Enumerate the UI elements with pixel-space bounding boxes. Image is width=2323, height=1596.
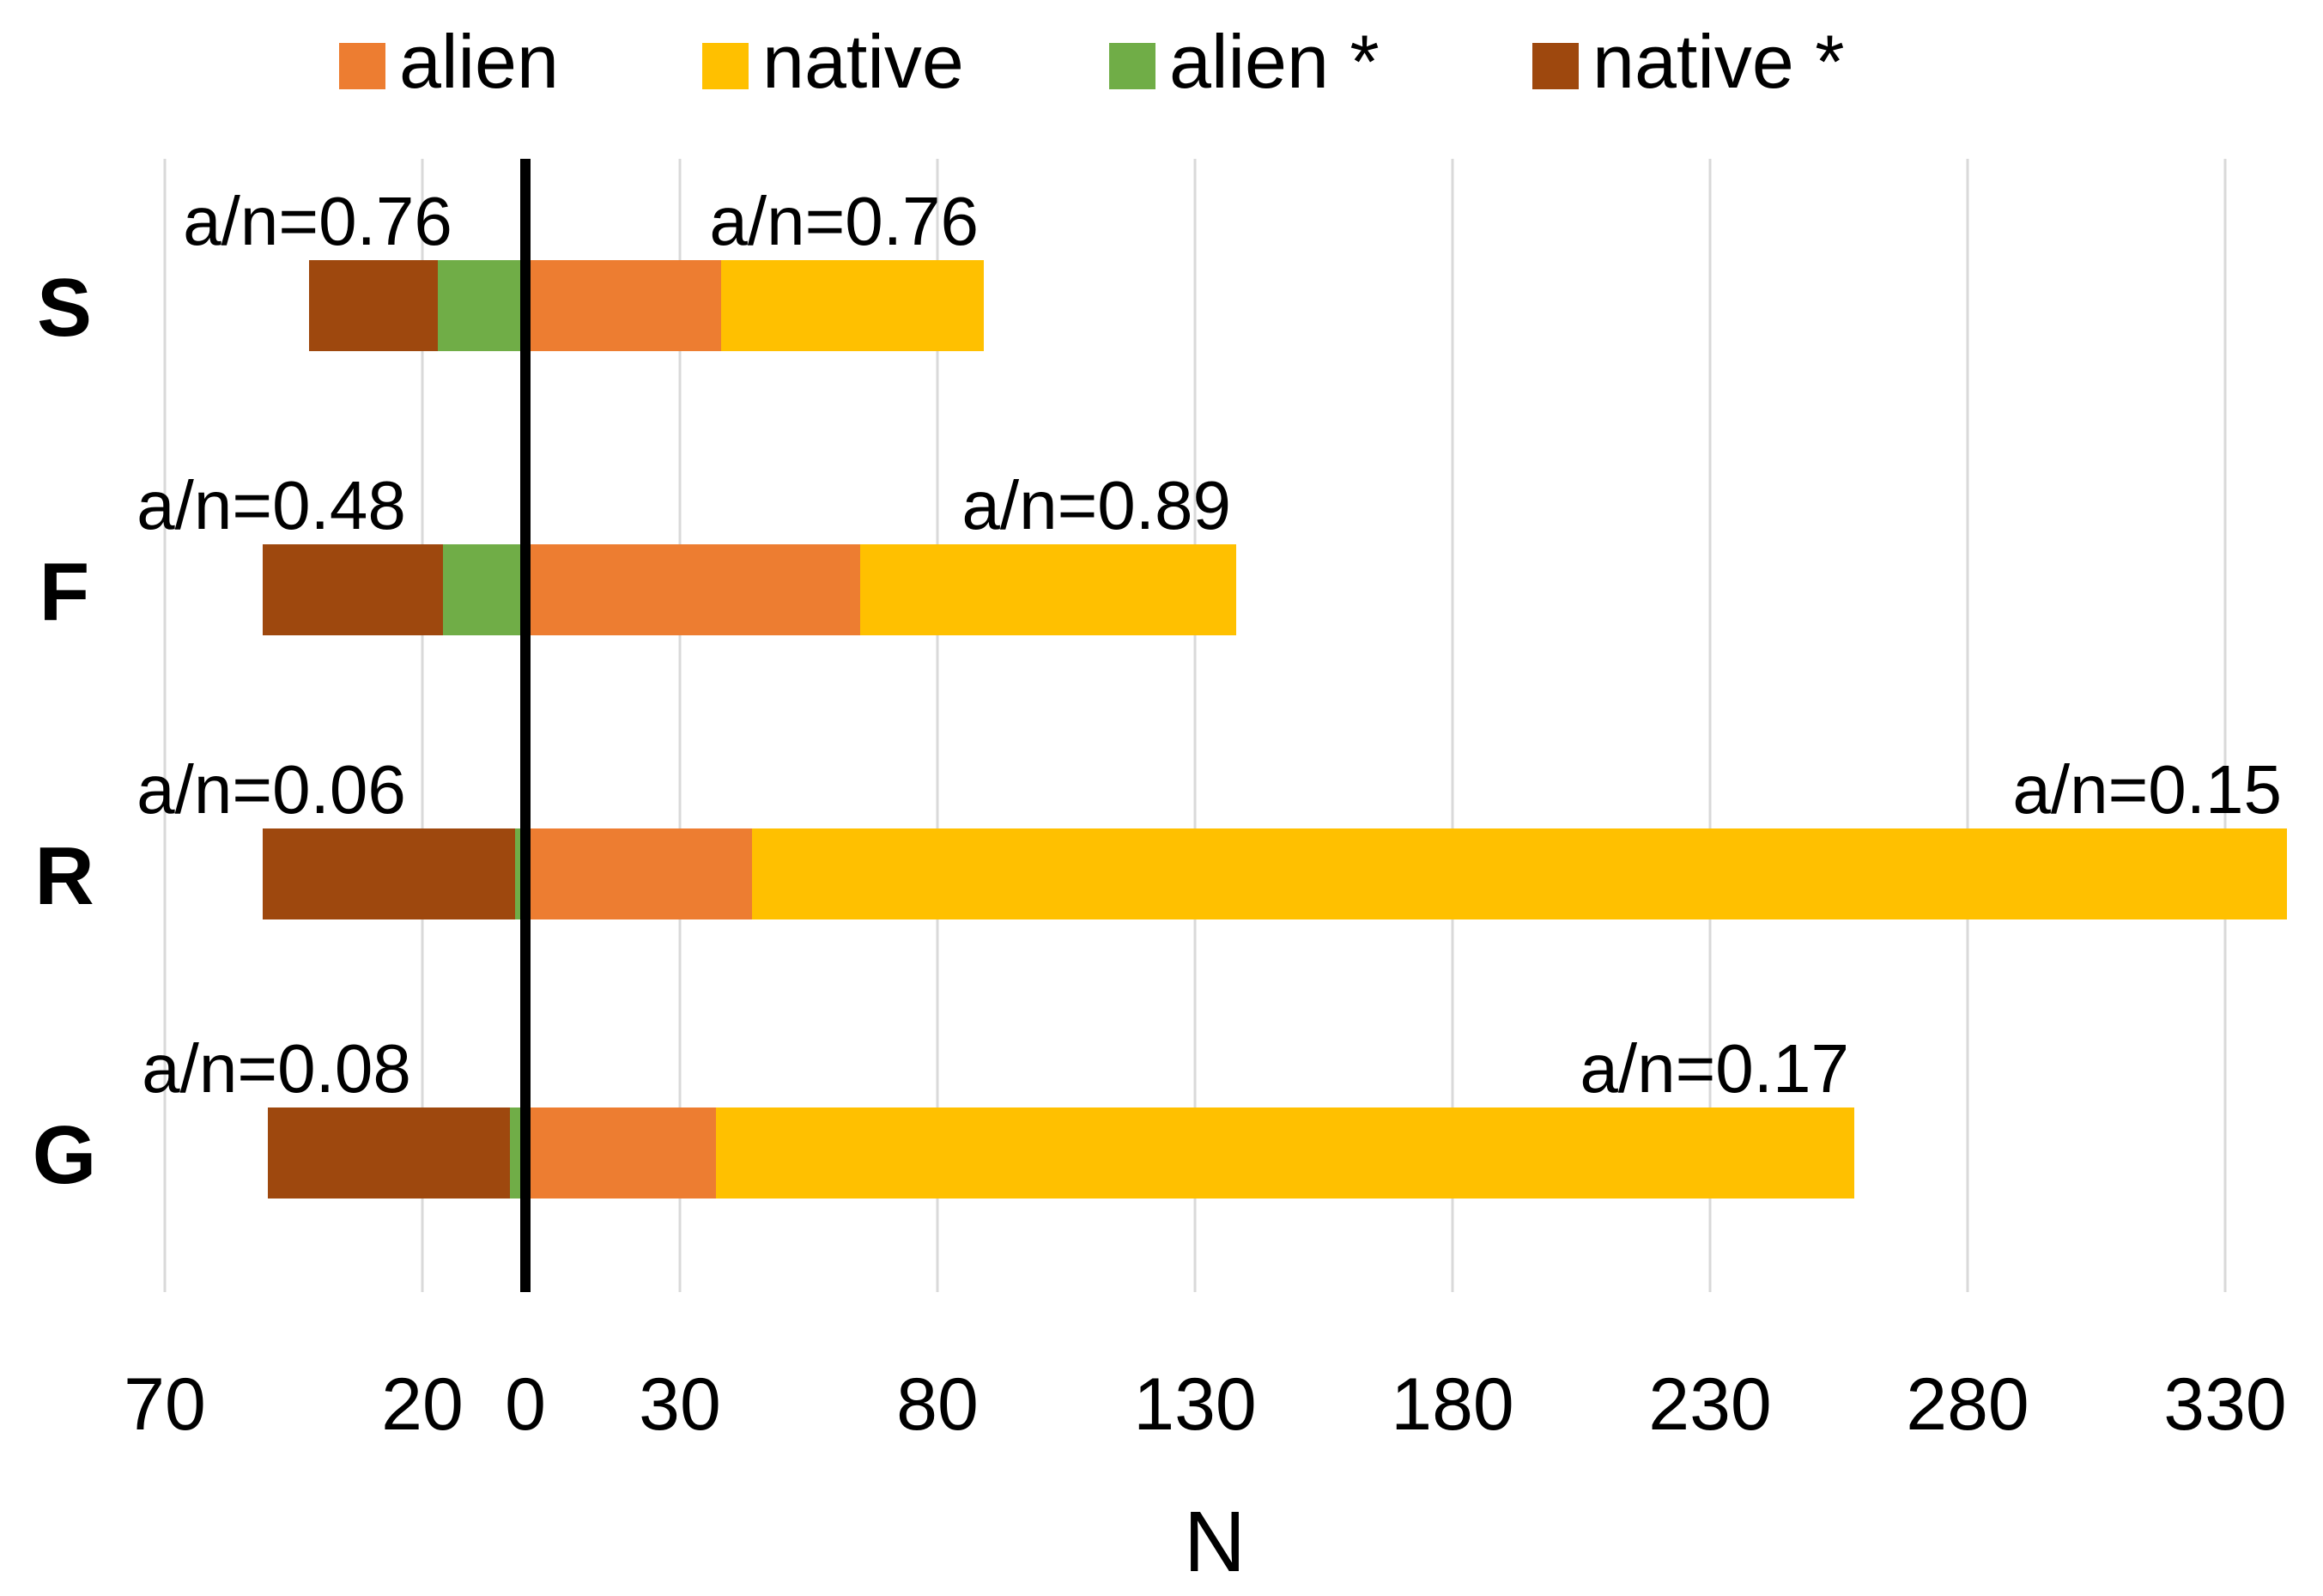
x-tick-label-280: 280	[1906, 1363, 2029, 1446]
bar-R-alien	[525, 828, 752, 919]
bar-F-native	[860, 544, 1236, 635]
x-tick-label-70: 70	[124, 1363, 206, 1446]
bar-S-native	[721, 260, 984, 351]
legend-swatch-alien	[339, 43, 385, 89]
legend-label-alien_star: alien *	[1169, 19, 1380, 104]
annotation-left-S: a/n=0.76	[183, 183, 452, 259]
x-tick-label-130: 130	[1133, 1363, 1257, 1446]
x-tick-label-30: 30	[639, 1363, 721, 1446]
bars	[263, 159, 2287, 1292]
x-tick-labels: 70 20 0 30 80 130 180 230 280 330	[124, 1363, 2287, 1446]
bar-G-alien	[525, 1107, 716, 1199]
x-axis-label: N	[1184, 1494, 1246, 1590]
bar-F-native_star	[263, 544, 443, 635]
bar-G-native	[716, 1107, 1854, 1199]
annotation-right-R: a/n=0.15	[2012, 751, 2282, 828]
bar-S-alien_star	[438, 260, 525, 351]
bar-R-native	[752, 828, 2287, 919]
legend-swatch-alien_star	[1109, 43, 1155, 89]
annotation-right-G: a/n=0.17	[1580, 1030, 1849, 1107]
bar-F-alien	[525, 544, 860, 635]
category-labels: S F R G	[33, 262, 97, 1201]
annotation-right-F: a/n=0.89	[961, 467, 1231, 543]
x-tick-label-20: 20	[381, 1363, 464, 1446]
annotation-left-G: a/n=0.08	[142, 1030, 411, 1107]
bar-R-native_star	[263, 828, 515, 919]
legend-label-alien: alien	[399, 19, 559, 104]
annotation-left-F: a/n=0.48	[136, 467, 406, 543]
bar-G-native_star	[268, 1107, 510, 1199]
x-tick-label-230: 230	[1648, 1363, 1772, 1446]
x-tick-label-330: 330	[2163, 1363, 2287, 1446]
legend: alien native alien * native *	[339, 19, 1845, 104]
x-tick-label-80: 80	[896, 1363, 979, 1446]
bar-S-alien	[525, 260, 721, 351]
legend-label-native: native	[762, 19, 964, 104]
category-label-R: R	[34, 830, 94, 922]
legend-swatch-native_star	[1532, 43, 1579, 89]
legend-swatch-native	[702, 43, 749, 89]
category-label-F: F	[39, 546, 90, 638]
bar-S-native_star	[309, 260, 438, 351]
x-tick-label-0: 0	[505, 1363, 546, 1446]
x-tick-label-180: 180	[1391, 1363, 1514, 1446]
annotation-left-R: a/n=0.06	[136, 751, 406, 828]
legend-label-native_star: native *	[1592, 19, 1845, 104]
category-label-S: S	[37, 262, 92, 354]
annotations: a/n=0.76 a/n=0.76 a/n=0.48 a/n=0.89 a/n=0.06…	[136, 183, 2282, 1107]
category-label-G: G	[33, 1109, 97, 1201]
annotation-right-S: a/n=0.76	[709, 183, 979, 259]
bar-F-alien_star	[443, 544, 525, 635]
